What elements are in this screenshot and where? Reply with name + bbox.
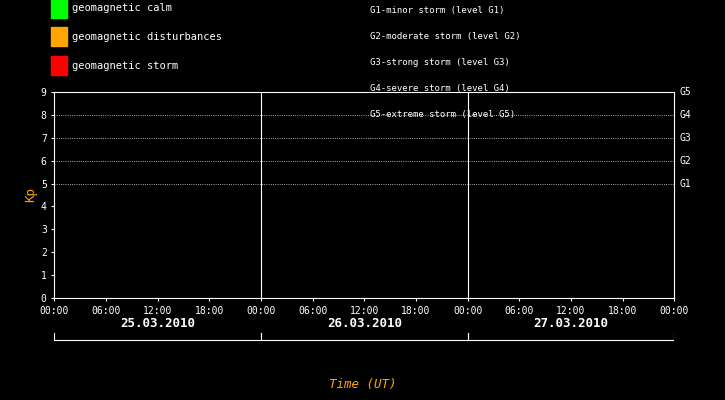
Text: G1: G1 xyxy=(680,178,692,188)
Text: 26.03.2010: 26.03.2010 xyxy=(327,317,402,330)
Text: G2: G2 xyxy=(680,156,692,166)
Text: G4-severe storm (level G4): G4-severe storm (level G4) xyxy=(370,84,510,93)
Text: G5-extreme storm (level G5): G5-extreme storm (level G5) xyxy=(370,110,515,119)
Text: geomagnetic calm: geomagnetic calm xyxy=(72,3,173,13)
Text: geomagnetic storm: geomagnetic storm xyxy=(72,61,179,70)
Text: G1-minor storm (level G1): G1-minor storm (level G1) xyxy=(370,6,504,15)
Y-axis label: Kp: Kp xyxy=(24,188,37,202)
Text: G2-moderate storm (level G2): G2-moderate storm (level G2) xyxy=(370,32,521,41)
Text: G3-strong storm (level G3): G3-strong storm (level G3) xyxy=(370,58,510,67)
Text: geomagnetic disturbances: geomagnetic disturbances xyxy=(72,32,223,42)
Text: 25.03.2010: 25.03.2010 xyxy=(120,317,195,330)
Text: Time (UT): Time (UT) xyxy=(328,378,397,391)
Text: G3: G3 xyxy=(680,133,692,143)
Text: G5: G5 xyxy=(680,87,692,97)
Text: 27.03.2010: 27.03.2010 xyxy=(534,317,608,330)
Text: G4: G4 xyxy=(680,110,692,120)
